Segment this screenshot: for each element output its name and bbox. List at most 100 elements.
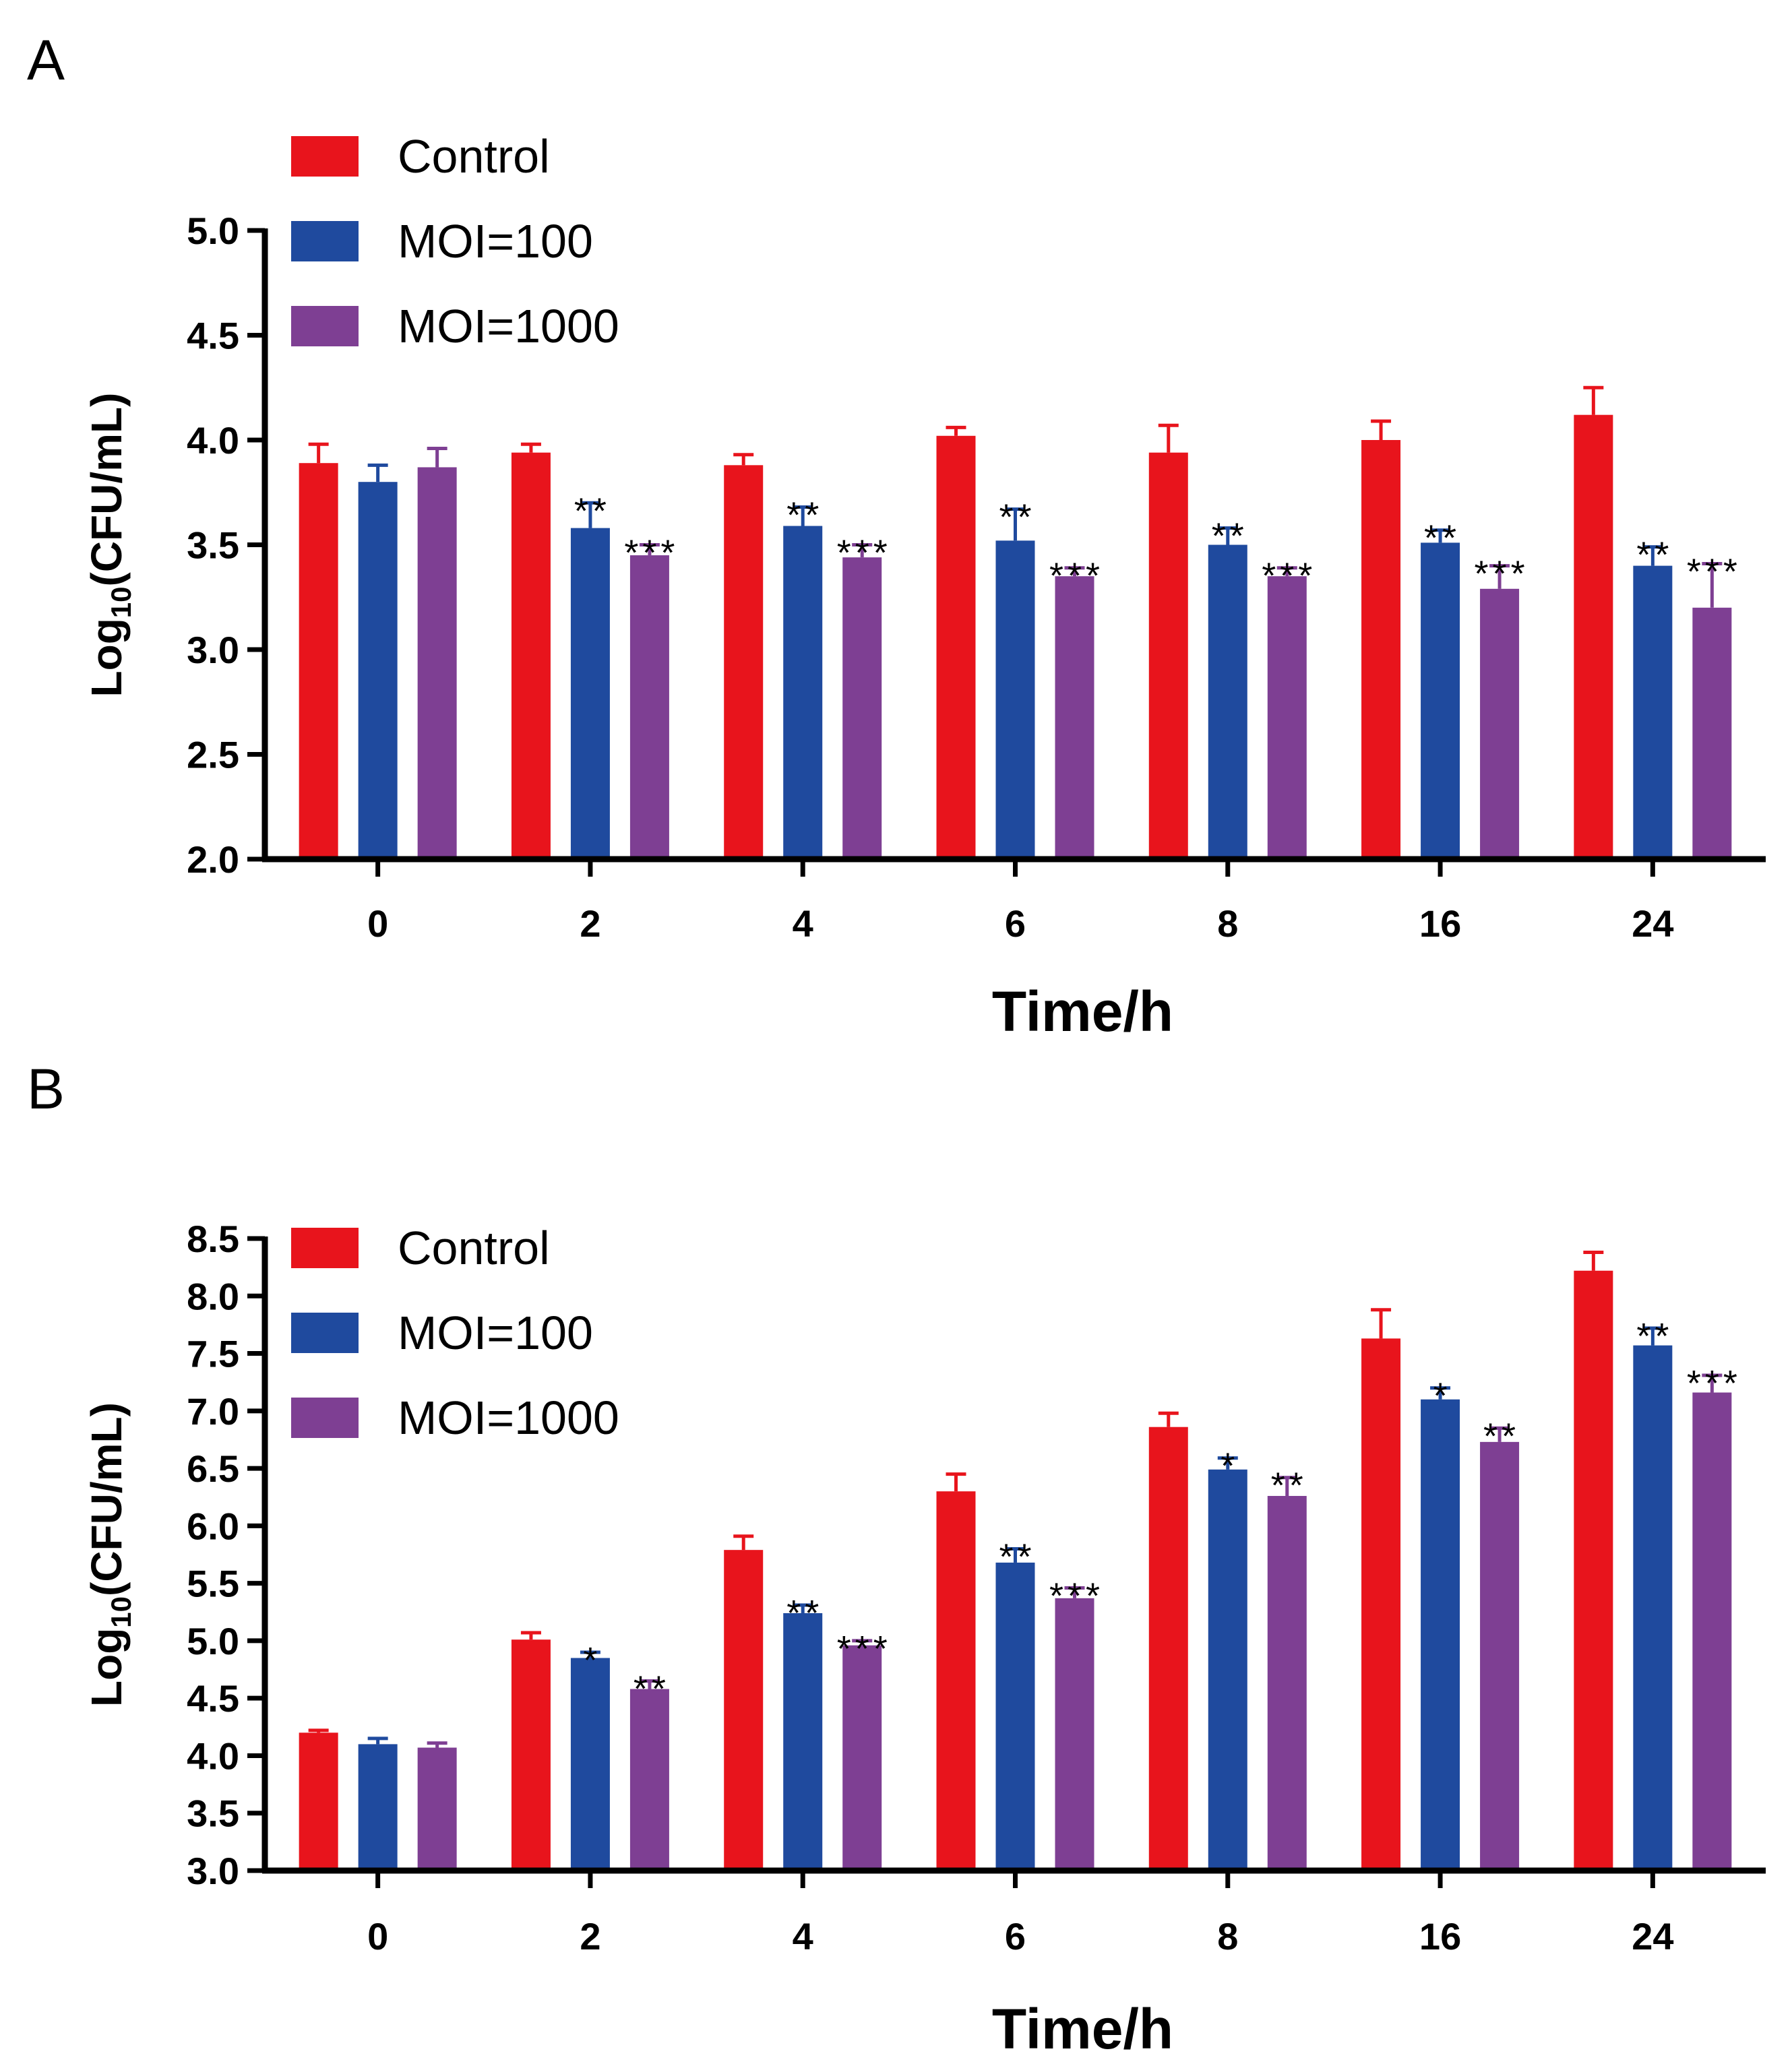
significance-label: *** <box>837 1629 892 1669</box>
y-tick-label: 8.0 <box>187 1275 239 1317</box>
bar <box>1480 588 1520 859</box>
bar <box>1633 1345 1673 1871</box>
x-tick-label: 2 <box>580 1915 600 1958</box>
x-tick-label: 0 <box>367 902 388 945</box>
y-tick-label: 3.0 <box>187 1850 239 1892</box>
y-axis-title: Log10(CFU/mL) <box>82 1402 137 1707</box>
significance-label: * <box>1433 1376 1452 1416</box>
significance-label: * <box>1221 1446 1239 1486</box>
x-tick-label: 16 <box>1419 902 1461 945</box>
panel-label: B <box>27 1057 65 1121</box>
significance-label: *** <box>1049 1575 1104 1616</box>
legend-label: MOI=1000 <box>398 300 619 352</box>
x-tick-label: 8 <box>1217 902 1238 945</box>
y-tick-label: 4.5 <box>187 315 239 357</box>
bar <box>783 1613 823 1871</box>
legend-label: Control <box>398 130 550 183</box>
chart-panel-B: B************************3.03.54.04.55.0… <box>27 1057 1766 2061</box>
legend-swatch <box>291 1313 359 1353</box>
y-tick-label: 2.5 <box>187 734 239 776</box>
y-tick-label: 6.5 <box>187 1447 239 1490</box>
significance-label: *** <box>1687 551 1741 592</box>
bar <box>783 526 823 859</box>
y-tick-label: 4.0 <box>187 1734 239 1777</box>
significance-label: ** <box>786 1593 823 1633</box>
y-tick-label: 7.0 <box>187 1390 239 1433</box>
x-tick-label: 8 <box>1217 1915 1238 1958</box>
significance-label: ** <box>1636 1316 1673 1356</box>
bar <box>1148 452 1188 859</box>
bar <box>1574 1270 1613 1871</box>
legend-label: MOI=1000 <box>398 1391 619 1444</box>
bar <box>1208 1469 1247 1871</box>
y-tick-label: 5.0 <box>187 1620 239 1662</box>
bar <box>299 1732 338 1871</box>
significance-label: *** <box>1475 554 1529 594</box>
y-tick-label: 4.0 <box>187 419 239 462</box>
x-tick-label: 4 <box>793 902 813 945</box>
bar <box>358 482 398 859</box>
significance-label: *** <box>1049 556 1104 596</box>
legend-label: Control <box>398 1222 550 1274</box>
bar <box>724 1550 764 1871</box>
bar <box>1361 1338 1401 1871</box>
significance-label: *** <box>837 533 892 573</box>
legend-label: MOI=100 <box>398 1307 593 1359</box>
y-axis-title: Log10(CFU/mL) <box>82 393 137 697</box>
x-tick-label: 16 <box>1419 1915 1461 1958</box>
bar <box>936 1491 976 1871</box>
legend-swatch <box>291 1228 359 1268</box>
y-tick-label: 2.0 <box>187 838 239 881</box>
x-tick-label: 4 <box>793 1915 813 1958</box>
significance-label: *** <box>1262 556 1316 596</box>
bar <box>1055 1598 1094 1871</box>
legend-swatch <box>291 136 359 177</box>
panel-label: A <box>27 28 65 92</box>
y-tick-label: 3.0 <box>187 629 239 671</box>
bar <box>995 540 1035 859</box>
significance-label: ** <box>1212 516 1248 557</box>
significance-label: ** <box>574 491 611 531</box>
significance-label: ** <box>634 1669 670 1710</box>
x-tick-label: 6 <box>1005 902 1026 945</box>
significance-label: ** <box>1424 518 1460 559</box>
bar <box>1633 565 1673 859</box>
x-tick-label: 2 <box>580 902 600 945</box>
bar <box>842 1645 882 1871</box>
bar <box>1421 1399 1460 1871</box>
significance-label: *** <box>624 533 679 573</box>
bar <box>1692 1392 1732 1871</box>
bar <box>1208 544 1247 859</box>
legend-swatch <box>291 221 359 261</box>
legend-label: MOI=100 <box>398 215 593 268</box>
y-tick-label: 5.0 <box>187 210 239 252</box>
legend-swatch <box>291 306 359 346</box>
bar <box>417 467 457 859</box>
significance-label: ** <box>1636 535 1673 575</box>
x-axis-title: Time/h <box>992 980 1173 1043</box>
chart-panel-A: A** ** ** ** ** ***** ****** *** *** ***2.02.53.0… <box>27 28 1766 1043</box>
bar <box>995 1562 1035 1871</box>
x-axis-title: Time/h <box>992 1997 1173 2061</box>
bar <box>511 1639 551 1871</box>
y-tick-label: 4.5 <box>187 1677 239 1720</box>
significance-label: *** <box>1687 1363 1741 1404</box>
x-tick-label: 24 <box>1632 902 1673 945</box>
bar <box>1361 440 1401 859</box>
y-tick-label: 5.5 <box>187 1563 239 1605</box>
y-tick-label: 7.5 <box>187 1333 239 1375</box>
bar <box>936 435 976 859</box>
significance-label: * <box>583 1640 601 1681</box>
significance-label: ** <box>786 495 823 536</box>
y-tick-label: 3.5 <box>187 1792 239 1835</box>
x-tick-label: 6 <box>1005 1915 1026 1958</box>
significance-label: ** <box>1483 1416 1520 1456</box>
y-tick-label: 3.5 <box>187 524 239 567</box>
bar <box>629 555 669 859</box>
significance-label: ** <box>999 497 1035 538</box>
bar <box>724 465 764 859</box>
x-tick-label: 0 <box>367 1915 388 1958</box>
legend-swatch <box>291 1398 359 1438</box>
significance-label: ** <box>999 1536 1035 1577</box>
